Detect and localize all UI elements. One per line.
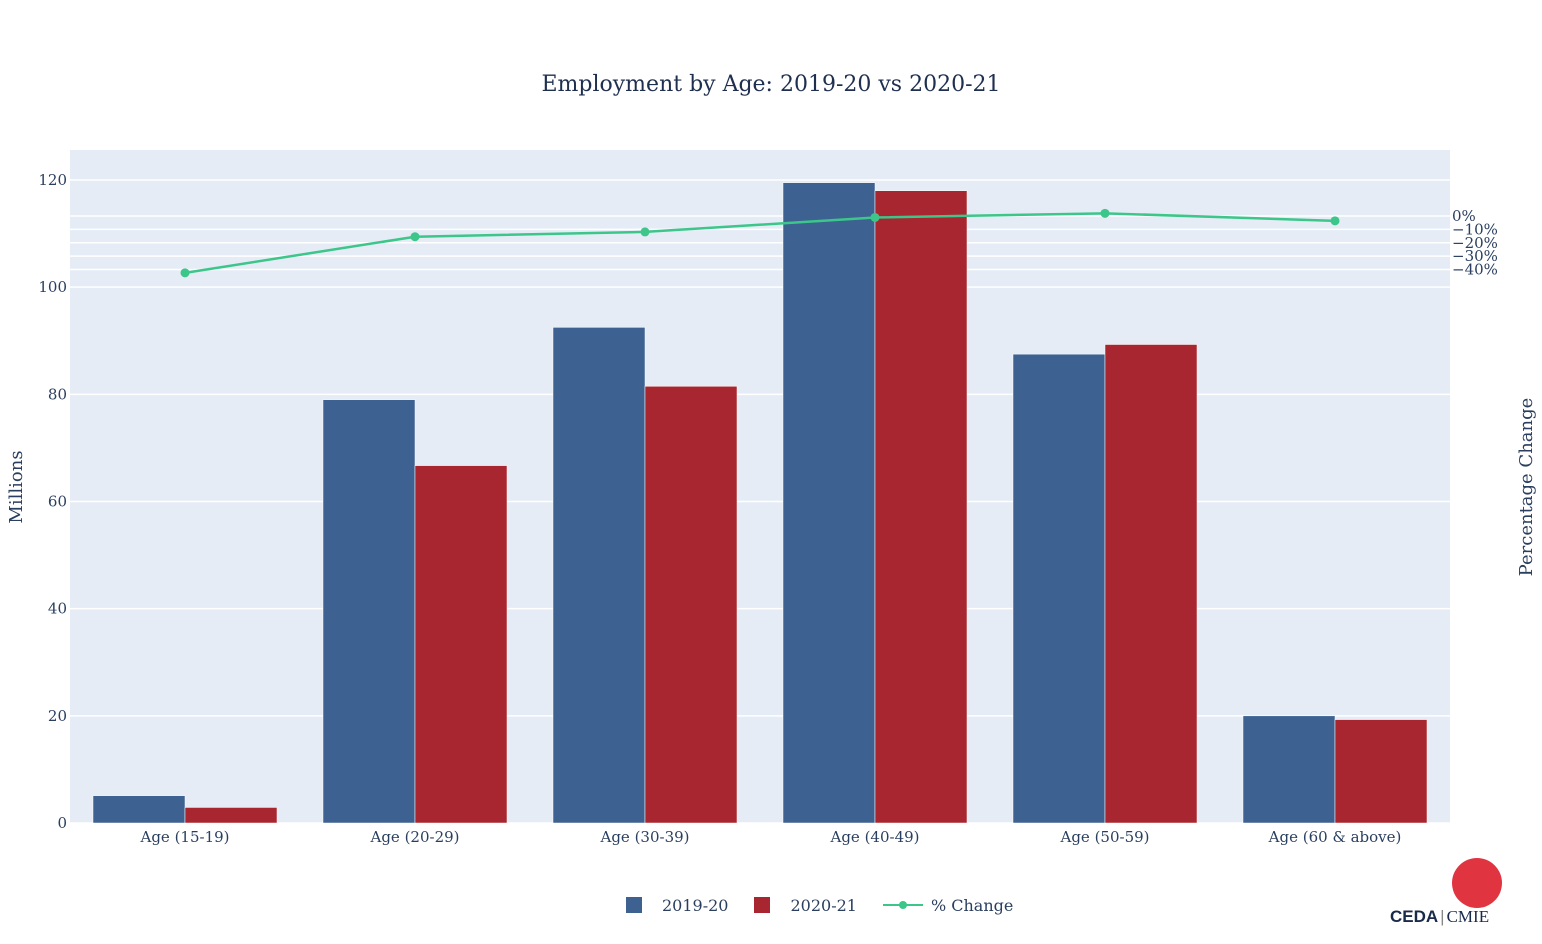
- legend[interactable]: 2019-20 2020-21 % Change: [626, 894, 1039, 916]
- y-axis-title: Millions: [6, 450, 27, 523]
- plot-area: [70, 150, 1450, 823]
- pct-change-line: [184, 212, 1336, 275]
- legend-swatch-2020-21: [754, 897, 771, 913]
- x-tick-label: Age (30-39): [599, 828, 689, 846]
- bar-2019-20: [782, 182, 876, 824]
- x-tick-label: Age (15-19): [139, 828, 229, 846]
- bar-2020-21: [644, 386, 738, 824]
- pct-change-point: [180, 268, 190, 278]
- bar-2020-21: [414, 465, 508, 824]
- legend-item-2020-21[interactable]: 2020-21: [754, 895, 857, 915]
- x-tick-label: Age (50-59): [1059, 828, 1149, 846]
- legend-label-pct-change: % Change: [930, 895, 1014, 915]
- x-tick-label: Age (40-49): [829, 828, 919, 846]
- y2-axis-title: Percentage Change: [1516, 398, 1537, 577]
- logo-circle-icon: [1452, 858, 1502, 908]
- pct-change-point: [1100, 208, 1110, 218]
- x-tick-label: Age (20-29): [369, 828, 459, 846]
- y2-tick-label: −20%: [1452, 234, 1498, 252]
- y2-tick-label: −30%: [1452, 247, 1498, 265]
- bar-2019-20: [552, 327, 646, 824]
- y-tick-label: 0: [57, 814, 67, 832]
- legend-item-2019-20[interactable]: 2019-20: [626, 896, 728, 915]
- legend-label-2020-21: 2020-21: [790, 895, 857, 915]
- bar-2019-20: [92, 795, 186, 824]
- bar-2019-20: [1242, 715, 1336, 824]
- y-tick-label: 40: [48, 600, 67, 618]
- logo: CEDA | CMIE: [1390, 907, 1490, 926]
- legend-item-pct-change[interactable]: % Change: [882, 895, 1014, 915]
- pct-change-point: [640, 227, 650, 237]
- pct-change-point: [410, 232, 420, 242]
- legend-swatch-2019-20: [626, 897, 642, 913]
- y-tick-label: 20: [48, 707, 67, 725]
- y-tick-label: 100: [38, 278, 67, 296]
- pct-change-point: [1330, 216, 1340, 226]
- logo-ceda: CEDA: [1390, 907, 1439, 926]
- bar-2020-21: [1104, 344, 1198, 824]
- bar-2020-21: [874, 190, 968, 824]
- y2-tick-label: −10%: [1452, 220, 1498, 238]
- chart-title: Employment by Age: 2019-20 vs 2020-21: [541, 72, 1001, 97]
- bar-2019-20: [322, 399, 416, 824]
- pct-change-point: [870, 212, 880, 222]
- y-tick-label: 120: [38, 171, 67, 189]
- y-tick-label: 80: [48, 385, 67, 403]
- y2-tick-label: 0%: [1452, 207, 1476, 225]
- bar-2020-21: [1334, 719, 1428, 824]
- y2-tick-label: −40%: [1452, 261, 1498, 279]
- y-tick-label: 60: [48, 493, 67, 511]
- x-tick-label: Age (60 & above): [1268, 828, 1402, 846]
- logo-cmie: CMIE: [1446, 907, 1490, 926]
- legend-label-2019-20: 2019-20: [662, 895, 729, 915]
- bar-2019-20: [1012, 353, 1106, 824]
- legend-line-icon: [882, 897, 923, 913]
- bar-2020-21: [184, 807, 278, 824]
